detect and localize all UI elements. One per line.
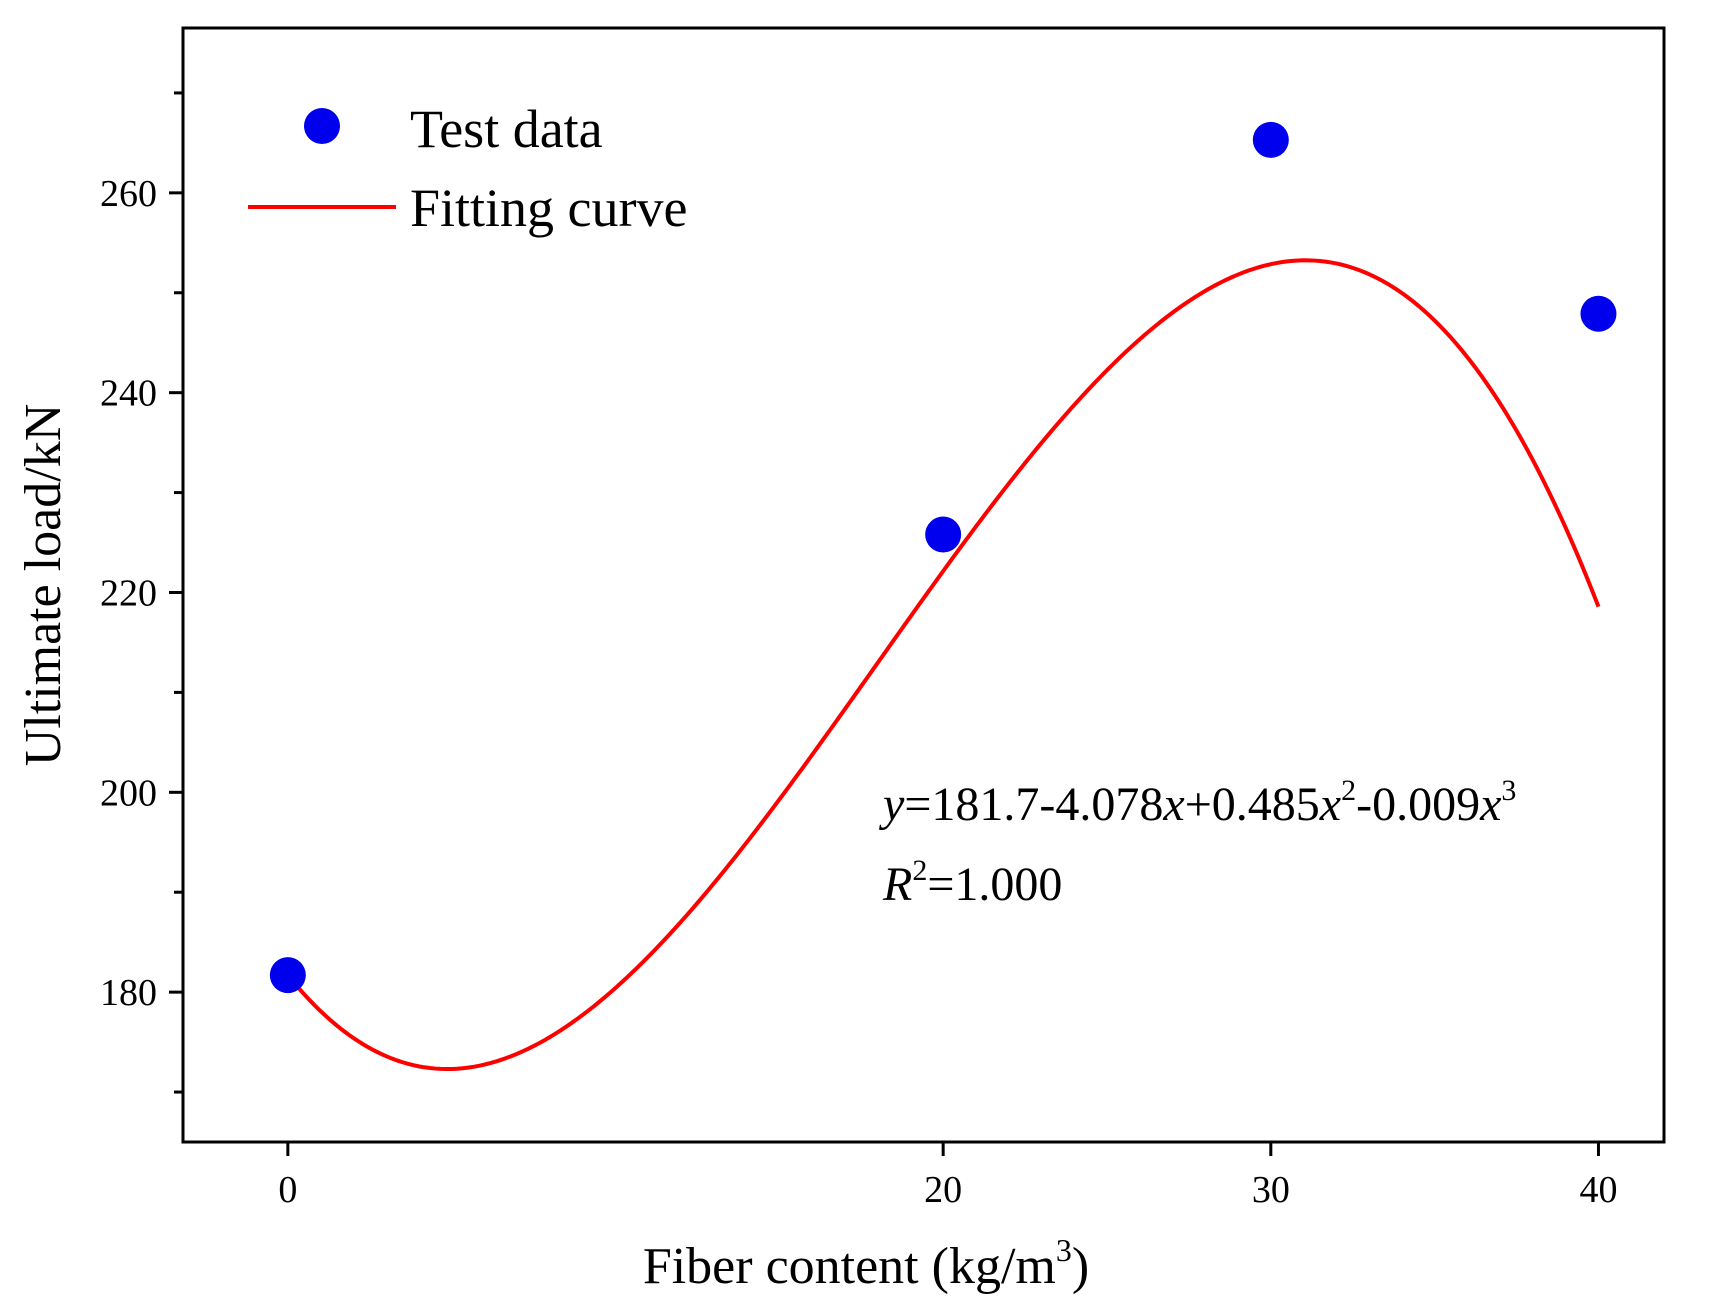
y-axis-ticks: 180 200 220 240 260	[100, 91, 183, 1094]
y-tick-label: 240	[100, 373, 157, 415]
y-tick-label: 220	[100, 572, 157, 614]
plot-frame	[181, 26, 1666, 1144]
y-axis-title: Ultimate load/kN	[15, 404, 72, 766]
test-data-points	[269, 121, 1617, 994]
data-point	[1252, 121, 1289, 158]
x-tick-label: 20	[924, 1169, 962, 1211]
x-tick-label: 40	[1579, 1169, 1617, 1211]
x-axis-ticks: 0 20 30 40	[278, 1142, 1617, 1211]
x-axis-title: Fiber content (kg/m3)	[643, 1232, 1089, 1295]
legend-label-fitting-curve: Fitting curve	[410, 178, 687, 238]
x-tick-label: 30	[1252, 1169, 1290, 1211]
legend-marker-test-data	[304, 108, 340, 144]
data-point	[1580, 295, 1617, 332]
y-tick-label: 180	[100, 972, 157, 1014]
fitting-curve-line	[286, 258, 1601, 1072]
fit-equation: y=181.7-4.078x+0.485x2-0.009x3	[878, 774, 1516, 831]
legend: Test data Fitting curve	[248, 99, 687, 238]
data-point	[269, 957, 306, 994]
y-tick-label: 200	[100, 772, 157, 814]
x-tick-label: 0	[278, 1169, 297, 1211]
legend-label-test-data: Test data	[410, 99, 603, 159]
y-tick-label: 260	[100, 173, 157, 215]
r-squared: R2=1.000	[882, 854, 1062, 911]
data-point	[925, 516, 962, 553]
